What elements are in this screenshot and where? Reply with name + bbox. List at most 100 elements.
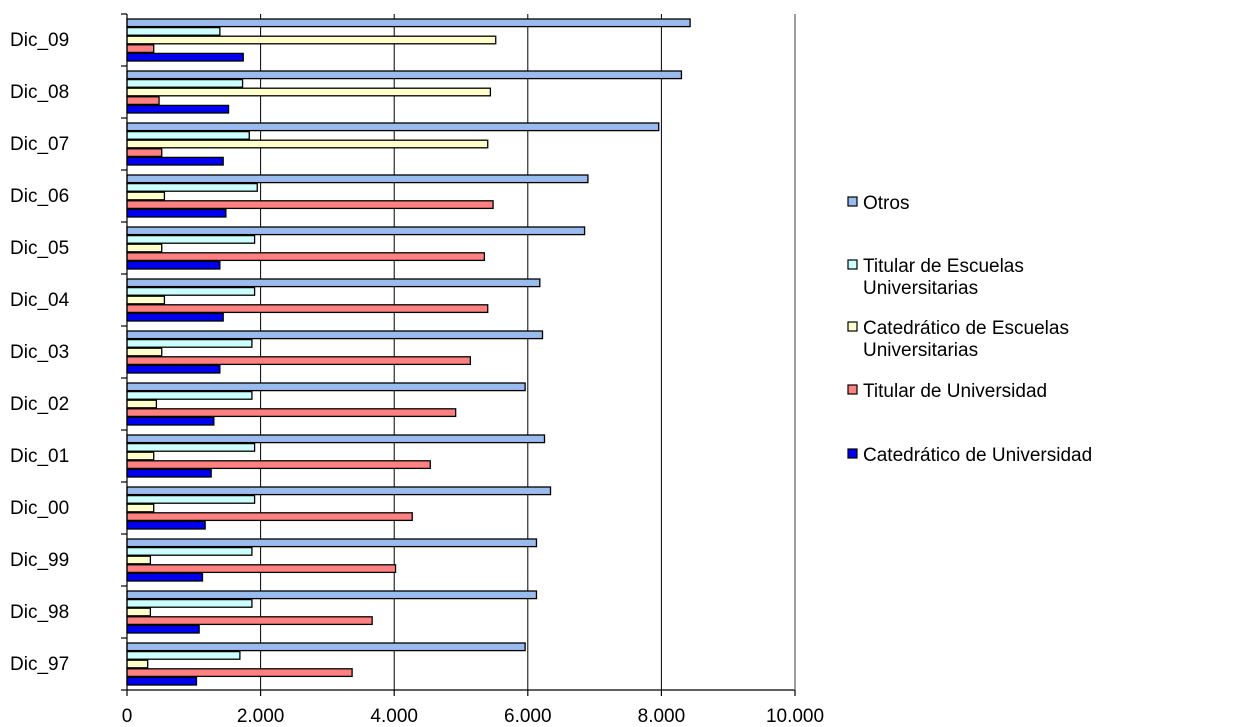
bar-titular-de-universidad (126, 148, 163, 158)
category-label: Dic_97 (10, 654, 69, 675)
bar-titular-de-escuelas-universitarias (126, 234, 256, 244)
category-label: Dic_01 (10, 446, 69, 467)
bar-catedratico-de-universidad (126, 52, 244, 62)
axes (121, 13, 796, 691)
bar-otros (126, 18, 691, 28)
x-ticks: 0 2.000 4.000 6.000 8.000 10.000 (122, 690, 824, 727)
bar-catedratico-de-universidad (126, 624, 200, 634)
legend-swatch (847, 448, 858, 459)
bar-catedratico-de-universidad (126, 208, 227, 218)
bar-titular-de-escuelas-universitarias (126, 650, 241, 660)
bar-titular-de-universidad (126, 96, 160, 106)
bar-catedratico-de-universidad (126, 364, 221, 374)
bar-otros (126, 382, 526, 392)
bar-catedratico-de-escuelas-universitarias (126, 87, 492, 97)
bar-catedratico-de-universidad (126, 676, 198, 686)
x-tick-label: 8.000 (638, 706, 686, 727)
bar-catedratico-de-escuelas-universitarias (126, 191, 166, 201)
legend-swatch (847, 196, 858, 207)
bar-titular-de-universidad (126, 668, 353, 678)
bar-catedratico-de-universidad (126, 468, 212, 478)
bar-otros (126, 486, 552, 496)
category-label: Dic_98 (10, 602, 69, 623)
x-tick-label: 0 (122, 706, 133, 727)
bar-otros (126, 590, 538, 600)
bar-catedratico-de-universidad (126, 520, 206, 530)
bar-catedratico-de-escuelas-universitarias (126, 399, 158, 409)
bar-otros (126, 642, 526, 652)
category-label: Dic_06 (10, 186, 69, 207)
bar-titular-de-universidad (126, 408, 457, 418)
category-label: Dic_00 (10, 498, 69, 519)
gridlines (260, 14, 796, 690)
category-label: Dic_02 (10, 394, 69, 415)
bar-titular-de-universidad (126, 512, 413, 522)
bar-catedratico-de-universidad (126, 416, 215, 426)
x-tick-label: 4.000 (370, 706, 418, 727)
bar-catedratico-de-escuelas-universitarias (126, 659, 149, 669)
bar-titular-de-universidad (126, 616, 373, 626)
bar-titular-de-escuelas-universitarias (126, 286, 256, 296)
bar-catedratico-de-escuelas-universitarias (126, 555, 152, 565)
legend-swatch (847, 384, 858, 395)
category-label: Dic_03 (10, 342, 69, 363)
bar-catedratico-de-escuelas-universitarias (126, 347, 163, 357)
bar-otros (126, 70, 683, 80)
bar-catedratico-de-escuelas-universitarias (126, 295, 166, 305)
bar-otros (126, 226, 586, 236)
bar-catedratico-de-escuelas-universitarias (126, 503, 155, 513)
bar-catedratico-de-escuelas-universitarias (126, 35, 497, 45)
bar-otros (126, 278, 541, 288)
bar-catedratico-de-universidad (126, 156, 224, 166)
bar-catedratico-de-universidad (126, 312, 224, 322)
bar-titular-de-universidad (126, 200, 494, 210)
legend-label: Universitarias (863, 340, 978, 361)
bar-titular-de-universidad (126, 252, 486, 262)
bar-titular-de-escuelas-universitarias (126, 390, 253, 400)
bar-titular-de-escuelas-universitarias (126, 130, 250, 140)
bar-otros (126, 174, 589, 184)
bar-catedratico-de-universidad (126, 572, 204, 582)
legend-swatch (847, 321, 858, 332)
legend-label: Titular de Universidad (863, 381, 1047, 402)
legend-label: Universitarias (863, 278, 978, 299)
bar-catedratico-de-escuelas-universitarias (126, 243, 163, 253)
bar-titular-de-escuelas-universitarias (126, 546, 253, 556)
bar-catedratico-de-universidad (126, 260, 221, 270)
x-tick-label: 6.000 (504, 706, 552, 727)
bar-titular-de-universidad (126, 44, 155, 54)
legend-label: Titular de Escuelas (863, 256, 1024, 277)
legend-label: Otros (863, 193, 909, 214)
legend-swatch (847, 259, 858, 270)
category-label: Dic_07 (10, 134, 69, 155)
bar-titular-de-escuelas-universitarias (126, 182, 258, 192)
bar-catedratico-de-escuelas-universitarias (126, 451, 155, 461)
bar-titular-de-escuelas-universitarias (126, 442, 256, 452)
category-label: Dic_08 (10, 82, 69, 103)
category-label: Dic_05 (10, 238, 69, 259)
bar-catedratico-de-escuelas-universitarias (126, 607, 152, 617)
bar-titular-de-escuelas-universitarias (126, 338, 253, 348)
bar-otros (126, 122, 660, 132)
bar-titular-de-universidad (126, 356, 472, 366)
legend-label: Catedrático de Universidad (863, 445, 1092, 466)
bar-titular-de-universidad (126, 304, 489, 314)
bar-otros (126, 538, 538, 548)
bar-titular-de-escuelas-universitarias (126, 78, 244, 88)
bar-otros (126, 434, 546, 444)
bar-titular-de-universidad (126, 460, 431, 470)
bar-titular-de-escuelas-universitarias (126, 598, 253, 608)
x-tick-label: 2.000 (237, 706, 285, 727)
category-label: Dic_09 (10, 30, 69, 51)
bar-catedratico-de-universidad (126, 104, 230, 114)
x-tick-label: 10.000 (766, 706, 824, 727)
category-label: Dic_99 (10, 550, 69, 571)
bar-titular-de-universidad (126, 564, 397, 574)
category-label: Dic_04 (10, 290, 70, 311)
bars (126, 18, 691, 686)
bar-titular-de-escuelas-universitarias (126, 26, 221, 36)
bar-titular-de-escuelas-universitarias (126, 494, 256, 504)
bar-otros (126, 330, 544, 340)
